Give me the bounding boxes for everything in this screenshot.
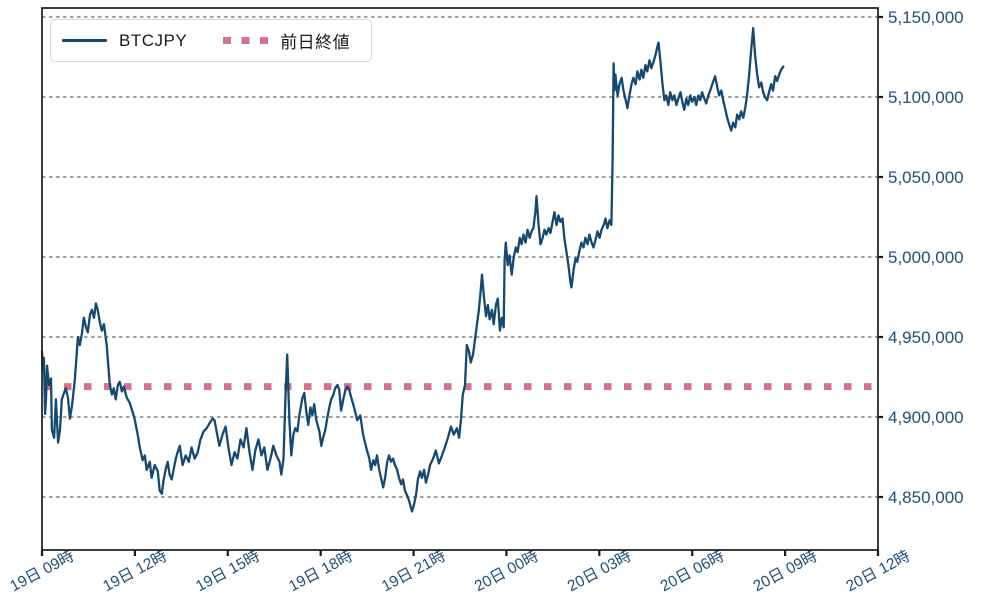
y-tick-label: 5,050,000 bbox=[888, 168, 964, 187]
plot-frame bbox=[41, 7, 879, 551]
y-tick-label: 5,000,000 bbox=[888, 248, 964, 267]
legend-label-prev-close: 前日終値 bbox=[280, 33, 351, 52]
legend-entry-prev-close: 前日終値 bbox=[187, 28, 350, 53]
legend-entry-btcjpy: BTCJPY bbox=[62, 31, 187, 51]
y-tick-label: 5,100,000 bbox=[888, 88, 964, 107]
y-tick-label: 5,150,000 bbox=[888, 8, 964, 27]
btcjpy-line-swatch-icon bbox=[62, 38, 107, 43]
y-tick-label: 4,950,000 bbox=[888, 328, 964, 347]
y-tick-label: 4,850,000 bbox=[888, 488, 964, 507]
legend-label-btcjpy: BTCJPY bbox=[119, 30, 188, 50]
prev-close-dotted-swatch-icon bbox=[223, 37, 269, 44]
chart-legend: BTCJPY 前日終値 bbox=[50, 19, 372, 62]
btcjpy-price-line bbox=[40, 27, 785, 513]
y-tick-label: 4,900,000 bbox=[888, 408, 964, 427]
